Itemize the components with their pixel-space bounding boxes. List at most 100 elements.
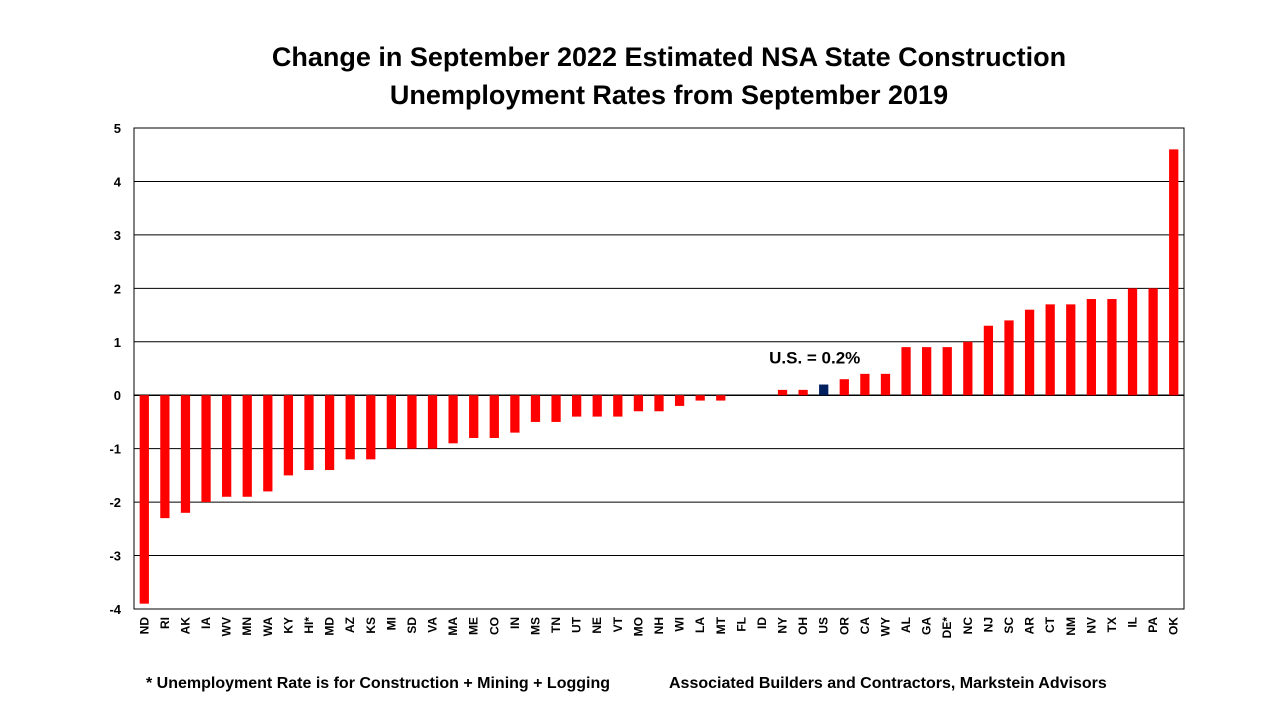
bar [1148, 288, 1158, 396]
x-tick-label: MN [240, 617, 254, 636]
x-tick-label: WA [261, 617, 275, 637]
bar [201, 395, 211, 503]
bar [633, 395, 644, 412]
bar-us-highlight [819, 384, 829, 396]
bar [160, 395, 170, 519]
x-tick-label: CA [858, 617, 872, 635]
x-tick-label: UT [570, 616, 584, 633]
bar [1127, 288, 1138, 396]
x-tick-label: SD [405, 617, 419, 634]
chart-title: Change in September 2022 Estimated NSA S… [0, 38, 1280, 114]
bar [283, 395, 294, 476]
x-tick-label: NE [590, 617, 604, 634]
x-tick-label: ME [467, 617, 481, 635]
x-tick-label: NJ [981, 617, 995, 632]
bar [139, 395, 149, 604]
y-tick-label: -2 [109, 495, 121, 510]
bar [489, 395, 499, 438]
bar [263, 395, 273, 492]
bar [1045, 304, 1055, 396]
bar [942, 347, 952, 396]
bar [860, 373, 870, 396]
bar [901, 347, 911, 396]
bar [695, 395, 705, 401]
x-tick-label: HI* [302, 617, 316, 634]
bar [304, 395, 314, 471]
x-tick-label: IL [1126, 617, 1140, 628]
bar [427, 395, 438, 449]
x-tick-label: VT [611, 616, 625, 632]
x-tick-label: MO [631, 617, 645, 636]
x-tick-label: PA [1146, 617, 1160, 633]
y-tick-label: 0 [114, 388, 121, 403]
bar [324, 395, 335, 471]
x-tick-label: TN [549, 617, 563, 633]
x-tick-label: AZ [343, 617, 357, 633]
bar [572, 395, 582, 417]
x-tick-label: KY [281, 617, 295, 634]
x-tick-label: NY [776, 617, 790, 634]
x-tick-label: NV [1084, 617, 1098, 634]
y-tick-label: 5 [114, 121, 121, 136]
chart-title-line-2: Unemployment Rates from September 2019 [389, 80, 949, 110]
bar [922, 347, 932, 396]
bar [1086, 299, 1096, 396]
x-tick-label: CT [1043, 616, 1057, 633]
x-tick-label: TX [1105, 617, 1119, 632]
x-tick-label: MA [446, 617, 460, 636]
x-tick-label: AL [899, 617, 913, 633]
bar [839, 379, 849, 396]
x-tick-label: CO [487, 617, 501, 635]
y-tick-label: -4 [109, 602, 121, 617]
bar [1004, 320, 1014, 396]
us-annotation: U.S. = 0.2% [769, 349, 860, 368]
y-tick-label: 2 [114, 281, 121, 296]
x-tick-label: IA [199, 617, 213, 629]
x-tick-label: ID [755, 617, 769, 629]
bar [798, 389, 808, 396]
plot-frame [133, 127, 1185, 610]
x-tick-label: IN [508, 617, 522, 629]
bar [448, 395, 458, 444]
y-tick-label: 3 [114, 228, 121, 243]
y-tick-label: 1 [114, 335, 121, 350]
bar [983, 325, 994, 396]
x-tick-label: NM [1064, 617, 1078, 636]
bar [345, 395, 355, 460]
bar [1024, 309, 1035, 396]
x-tick-label: GA [920, 617, 934, 635]
bar [880, 373, 891, 396]
x-tick-label: NC [961, 617, 975, 635]
bar [1169, 149, 1179, 396]
x-tick-label: WI [673, 617, 687, 632]
chart-title-line-1: Change in September 2022 Estimated NSA S… [271, 42, 1067, 72]
x-tick-label: AR [1023, 617, 1037, 635]
bar [674, 395, 685, 406]
x-tick-label: DE* [940, 617, 954, 639]
x-tick-label: WY [878, 617, 892, 636]
x-tick-label: AK [178, 617, 192, 635]
x-tick-label: MD [323, 617, 337, 636]
x-tick-label: FL [734, 617, 748, 632]
bar [777, 389, 788, 396]
x-tick-label: MS [528, 617, 542, 635]
bar [530, 395, 541, 422]
x-tick-label: NH [652, 617, 666, 634]
x-tick-label: US [817, 617, 831, 634]
x-tick-label: ND [137, 617, 151, 635]
bar [469, 395, 479, 438]
x-tick-label: MT [714, 616, 728, 634]
bar [407, 395, 417, 449]
bar [180, 395, 191, 513]
x-tick-label: KS [364, 617, 378, 634]
x-tick-label: OR [837, 617, 851, 635]
bar [592, 395, 602, 417]
y-tick-label: 4 [114, 174, 122, 189]
bar [510, 395, 520, 433]
bar [1107, 299, 1117, 396]
bar [963, 341, 973, 396]
x-tick-label: MI [384, 617, 398, 630]
x-tick-label: OK [1167, 617, 1181, 635]
footnote-left: * Unemployment Rate is for Construction … [146, 675, 611, 692]
